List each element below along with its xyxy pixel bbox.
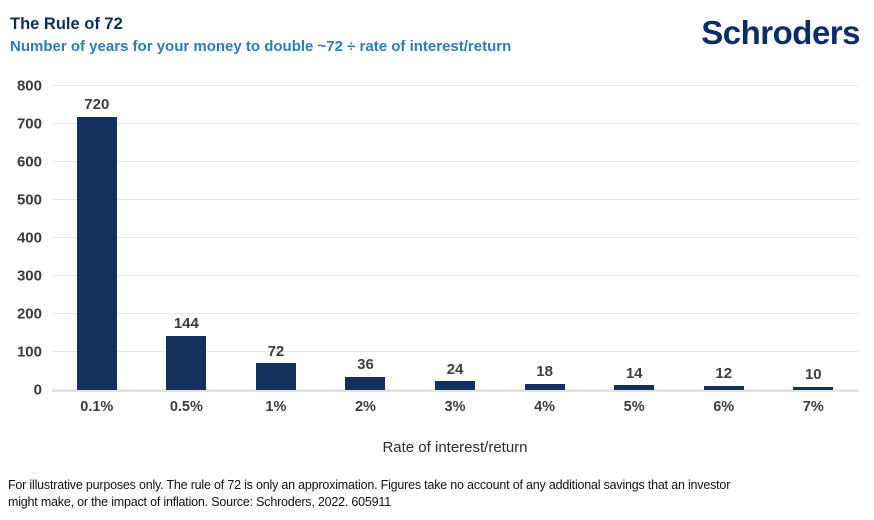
x-axis-tick-label: 6% [713,399,735,416]
plot-area: 0 100 200 300 400 500 600 700 800 720 144 72 36 24 18… [17,78,859,399]
bar-column: 24 [410,86,500,391]
bar-chart: 0 100 200 300 400 500 600 700 800 720 144 72 36 24 18… [17,78,859,457]
x-axis-tick-label: 5% [623,399,645,416]
x-axis-tick-label: 2% [354,399,376,416]
chart-subtitle: Number of years for your money to double… [10,37,512,55]
x-axis-tick-label: 0.1% [80,399,114,416]
y-axis-tick-label: 500 [16,191,42,209]
gridline [52,275,858,277]
y-axis-tick-label: 400 [16,229,42,247]
bar-value-label: 72 [267,342,285,360]
x-axis-tick-label: 3% [444,399,466,416]
bar-column: 144 [142,86,232,391]
gridline [52,199,858,201]
x-axis-tick-label: 4% [534,399,556,416]
bar-column: 18 [500,86,590,391]
x-axis-tick-label: 0.5% [169,399,203,416]
bar [524,383,565,391]
y-axis-tick-label: 800 [16,77,42,95]
bar-value-label: 12 [715,365,733,383]
bar [255,363,296,391]
bar [76,116,117,391]
y-axis-tick-label: 300 [16,267,42,285]
bar [166,335,207,391]
bar-value-label: 144 [173,315,199,333]
bar-value-label: 24 [446,360,464,378]
bars-layer: 720 144 72 36 24 18 14 12 10 [52,86,859,391]
bar-column: 36 [321,86,411,391]
y-axis-tick-label: 0 [33,381,42,399]
bar-value-label: 36 [357,356,374,374]
bar-column: 10 [769,86,859,391]
y-axis-tick-label: 200 [16,305,42,323]
bar-column: 12 [679,86,769,391]
bar [793,386,834,391]
bar [435,381,476,391]
y-axis-tick-label: 600 [16,153,42,171]
bar [703,385,744,391]
x-axis-title: Rate of interest/return [382,439,528,457]
y-axis-tick-label: 100 [16,343,42,361]
bar-column: 720 [52,86,142,391]
x-axis-tick-label: 7% [802,399,824,416]
bar [614,385,655,391]
header-titles: The Rule of 72 Number of years for your … [10,14,511,56]
bar-column: 14 [589,86,679,391]
gridline [52,161,858,163]
bar [345,376,386,391]
chart-title: The Rule of 72 [10,15,123,33]
y-axis-tick-label: 700 [16,115,42,133]
gridline [52,85,858,87]
x-axis-tick-label: 1% [265,399,287,416]
footnote: For illustrative purposes only. The rule… [8,477,858,510]
gridline [52,313,858,315]
footnote-line: might make, or the impact of inflation. … [8,494,392,509]
gridline [52,237,858,239]
bar-value-label: 18 [536,363,553,381]
bar-value-label: 10 [804,366,822,384]
bar-value-label: 14 [625,364,643,382]
bar-column: 72 [231,86,321,391]
x-axis: 0.1% 0.5% 1% 2% 3% 4% 5% 6% 7% [52,399,858,415]
gridline [52,351,858,353]
schroders-logo: Schroders [701,14,860,51]
bar-value-label: 720 [84,96,110,114]
gridline [52,123,858,125]
footnote-line: For illustrative purposes only. The rule… [8,478,731,492]
header: The Rule of 72 Number of years for your … [0,0,874,56]
